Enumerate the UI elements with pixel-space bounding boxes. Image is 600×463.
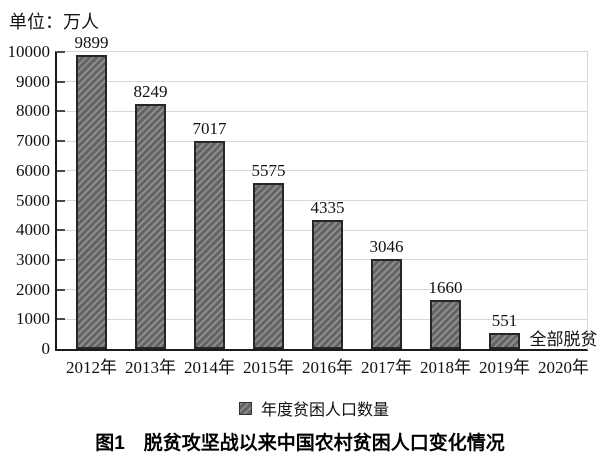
legend-label: 年度贫困人口数量 — [260, 402, 389, 419]
figure-caption: 图1 脱贫攻坚战以来中国农村贫困人口变化情况 — [95, 433, 505, 454]
y-axis-tick — [57, 229, 65, 232]
bar-2017年 — [371, 259, 402, 349]
bar-2015年 — [253, 183, 284, 349]
bar-value-label: 8249 — [133, 82, 168, 101]
y-axis-tick — [57, 110, 65, 113]
bar-value-label: 4335 — [310, 198, 345, 217]
y-axis-tick — [57, 258, 65, 261]
legend-hatch-swatch-icon — [238, 401, 252, 415]
y-axis-label: 6000 — [16, 160, 50, 180]
bar-2016年 — [312, 220, 343, 349]
y-axis-tick — [57, 288, 65, 291]
x-axis-label-2013年: 2013年 — [125, 358, 176, 377]
y-axis-label: 2000 — [16, 279, 50, 299]
gridline — [57, 140, 588, 142]
bar-value-label: 7017 — [192, 119, 227, 138]
x-axis-label-2012年: 2012年 — [66, 358, 117, 377]
gridline — [57, 81, 588, 83]
bar-2014年 — [194, 141, 225, 349]
y-axis-tick — [57, 140, 65, 143]
y-axis-label: 10000 — [7, 42, 51, 61]
y-axis-label: 1000 — [16, 309, 50, 329]
x-axis-label-2019年: 2019年 — [479, 358, 530, 377]
legend: 年度贫困人口数量 — [14, 396, 600, 420]
bar-2018年 — [430, 300, 461, 349]
y-axis-tick — [57, 51, 65, 53]
gridline — [57, 170, 588, 172]
annotation-note: 全部脱贫 — [529, 330, 598, 349]
y-axis-label: 4000 — [16, 220, 50, 240]
y-axis-label: 9000 — [16, 71, 50, 91]
bar-value-label: 551 — [491, 311, 518, 330]
y-axis-label: 0 — [41, 339, 51, 358]
bar-2019年 — [489, 333, 520, 349]
y-axis-tick — [57, 80, 65, 83]
x-axis-label-2020年: 2020年 — [538, 358, 589, 377]
gridline — [57, 200, 588, 201]
bar-value-label: 9899 — [74, 33, 109, 52]
y-axis-label: 5000 — [16, 190, 50, 210]
bar-2012年 — [76, 55, 107, 349]
x-axis-label-2015年: 2015年 — [243, 358, 294, 377]
y-axis-tick — [57, 169, 65, 172]
y-axis-label: 3000 — [16, 249, 50, 269]
unit-label: 单位：万人 — [9, 12, 99, 32]
y-axis-tick — [57, 318, 65, 321]
x-axis-label-2017年: 2017年 — [361, 358, 412, 377]
x-axis-label-2016年: 2016年 — [302, 358, 353, 377]
plot-area — [55, 51, 588, 351]
gridline — [57, 110, 588, 112]
x-axis-label-2014年: 2014年 — [184, 358, 235, 377]
y-axis-label: 8000 — [16, 101, 50, 121]
bar-value-label: 1660 — [428, 278, 463, 297]
bar-value-label: 3046 — [369, 237, 404, 256]
y-axis-tick — [57, 199, 65, 202]
x-axis-label-2018年: 2018年 — [420, 358, 471, 377]
bar-value-label: 5575 — [251, 161, 286, 180]
bar-2013年 — [135, 104, 166, 349]
y-axis-label: 7000 — [16, 131, 50, 151]
